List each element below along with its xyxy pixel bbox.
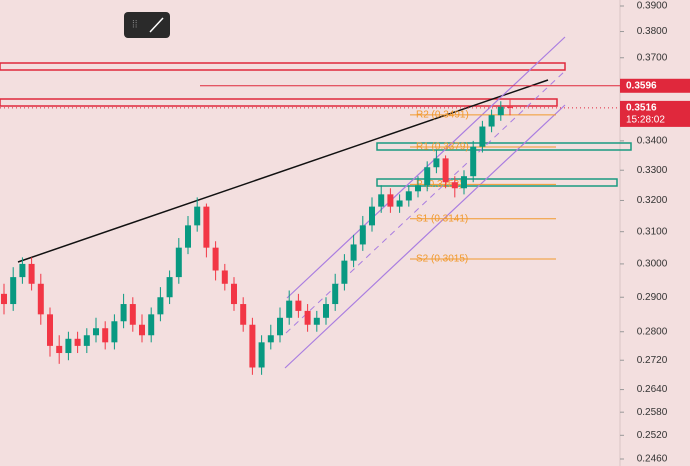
candle-body <box>341 260 348 284</box>
trend-tool-icon[interactable] <box>149 17 164 33</box>
candle-body <box>479 126 486 147</box>
candle-body <box>295 300 302 311</box>
resistance-zone <box>0 98 558 107</box>
candle-body <box>387 194 394 207</box>
trendline <box>17 79 549 263</box>
candle-body <box>129 304 136 325</box>
countdown: 15:28:02 <box>626 115 665 126</box>
y-tick-label: 0.3200 <box>637 195 668 206</box>
y-tick-label: 0.2580 <box>637 407 668 418</box>
channel-midline <box>285 70 566 334</box>
candle-body <box>111 321 118 343</box>
y-tick-label: 0.2640 <box>637 384 668 395</box>
candle-body <box>350 244 357 261</box>
y-tick-label: 0.3100 <box>637 226 668 237</box>
pivot-label: R2 (0.3491) <box>416 110 469 121</box>
candle-body <box>47 314 53 346</box>
y-tick-label: 0.3400 <box>637 136 668 147</box>
candle-body <box>93 328 99 336</box>
candle-body <box>240 304 247 325</box>
y-tick-label: 0.3300 <box>637 165 668 176</box>
candle-body <box>267 335 274 343</box>
pivot-label: S2 (0.3015) <box>416 254 468 265</box>
candle-body <box>19 263 26 278</box>
resistance-zone <box>0 62 566 71</box>
y-tick-label: 0.3700 <box>637 52 668 63</box>
toolbar[interactable] <box>124 12 170 38</box>
candle-body <box>102 328 109 343</box>
price-label: 0.3516 <box>626 103 657 114</box>
pivot-label: P (0.3253) <box>416 179 463 190</box>
candle-body <box>120 304 127 322</box>
candle-body <box>203 206 210 248</box>
candle-body <box>497 106 504 116</box>
candle-body <box>37 283 44 315</box>
candle-body <box>194 206 201 226</box>
candle-body <box>157 297 164 315</box>
y-tick-label: 0.2800 <box>637 326 668 337</box>
price-label: 0.3596 <box>626 80 657 91</box>
candle-body <box>332 283 339 305</box>
candle-body <box>277 317 283 336</box>
support-zone <box>376 142 632 151</box>
candle-body <box>175 247 182 278</box>
y-tick-label: 0.2720 <box>637 355 668 366</box>
candle-body <box>65 338 72 354</box>
pivot-label: S1 (0.3141) <box>416 213 468 224</box>
y-tick-label: 0.2520 <box>637 430 668 441</box>
candle-body <box>405 191 412 201</box>
candle-body <box>56 345 63 354</box>
candle-body <box>10 277 17 305</box>
candle-body <box>166 277 173 298</box>
y-tick-label: 0.3800 <box>637 26 668 37</box>
candle-body <box>433 158 440 168</box>
candle-body <box>231 283 237 305</box>
candle-body <box>359 225 366 245</box>
candle-body <box>1 293 7 305</box>
channel-line <box>284 104 566 369</box>
y-tick-label: 0.2900 <box>637 292 668 303</box>
candle-body <box>304 310 311 325</box>
candle-body <box>424 167 431 186</box>
candle-body <box>451 182 458 189</box>
candle-body <box>148 314 155 336</box>
y-tick-label: 0.3900 <box>637 1 668 12</box>
drag-handle[interactable]: ⁞⁞ <box>132 20 138 31</box>
candle-body <box>286 300 293 318</box>
candle-body <box>221 270 228 284</box>
candle-body <box>139 324 145 336</box>
candle-body <box>442 158 449 183</box>
candle-body <box>185 225 191 248</box>
y-tick-label: 0.2460 <box>637 454 668 465</box>
candle-body <box>83 335 90 346</box>
candle-body <box>313 317 320 325</box>
candle-body <box>28 263 35 284</box>
support-zone <box>376 178 618 187</box>
candle-body <box>369 206 375 226</box>
price-badge <box>620 78 690 93</box>
candle-body <box>461 176 467 189</box>
candle-body <box>74 338 81 346</box>
candle-body <box>323 304 329 318</box>
price-badge <box>620 100 690 127</box>
candle-body <box>415 185 421 192</box>
candle-body <box>378 194 385 207</box>
y-tick-label: 0.3000 <box>637 259 668 270</box>
candle-body <box>507 106 513 108</box>
candle-body <box>258 342 265 368</box>
candle-body <box>249 324 256 368</box>
pivot-label: R1 (0.3379) <box>416 142 469 153</box>
candle-body <box>470 146 477 177</box>
candle-body <box>396 200 403 207</box>
candle-body <box>212 247 219 271</box>
candle-body <box>488 115 495 127</box>
